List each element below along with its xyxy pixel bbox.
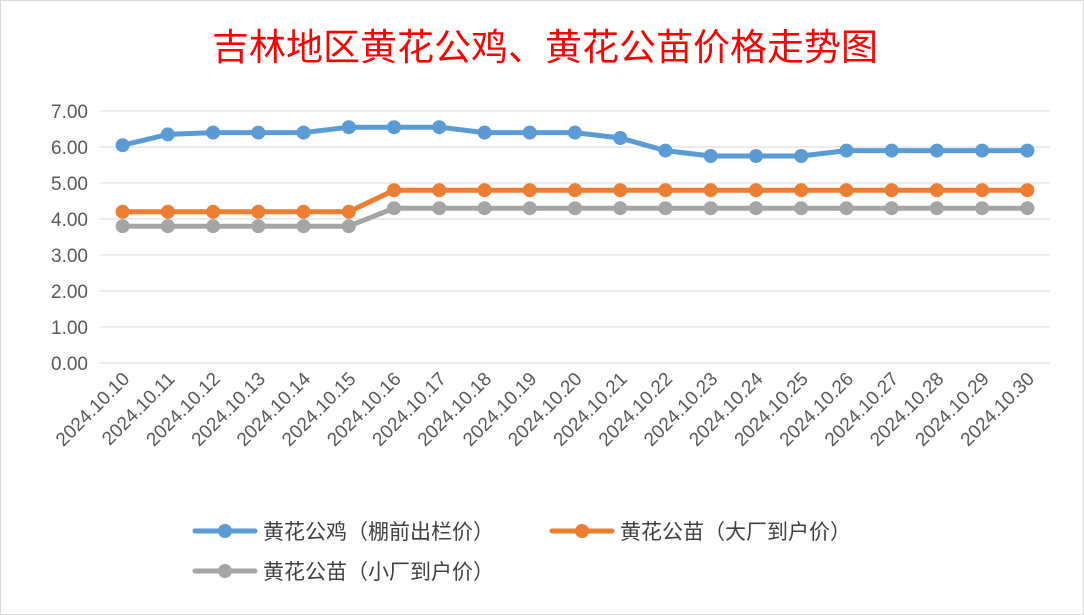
legend-item: 黄花公苗（小厂到户价） bbox=[192, 560, 494, 584]
data-point bbox=[794, 149, 809, 163]
legend-swatch-marker bbox=[218, 524, 232, 538]
data-point bbox=[929, 143, 944, 158]
data-point bbox=[206, 219, 221, 234]
data-point bbox=[884, 143, 899, 158]
legend-swatch-marker bbox=[218, 564, 232, 578]
data-point bbox=[160, 219, 175, 234]
y-tick-label: 1.00 bbox=[51, 318, 88, 339]
data-point bbox=[839, 183, 854, 198]
data-point bbox=[296, 219, 311, 234]
data-point bbox=[703, 183, 718, 198]
data-point bbox=[975, 201, 990, 216]
data-point bbox=[387, 120, 402, 135]
data-point bbox=[296, 125, 311, 140]
data-point bbox=[387, 201, 402, 216]
y-tick-label: 7.00 bbox=[51, 102, 88, 123]
legend: 黄花公鸡（棚前出栏价） 黄花公苗（大厂到户价） 黄花公苗（小厂到户价） bbox=[192, 520, 851, 584]
data-point bbox=[477, 125, 492, 140]
data-point bbox=[658, 183, 673, 198]
data-point bbox=[160, 127, 175, 142]
data-point bbox=[613, 183, 628, 198]
data-point bbox=[703, 149, 718, 163]
legend-item: 黄花公鸡（棚前出栏价） bbox=[192, 520, 494, 544]
data-point bbox=[296, 204, 311, 219]
data-point bbox=[1020, 183, 1035, 198]
data-point bbox=[884, 183, 899, 198]
data-point bbox=[432, 183, 447, 198]
data-point bbox=[251, 204, 266, 219]
data-point bbox=[658, 143, 673, 158]
y-tick-label: 5.00 bbox=[51, 174, 88, 195]
y-tick-label: 3.00 bbox=[51, 246, 88, 267]
chart-title: 吉林地区黄花公鸡、黄花公苗价格走势图 bbox=[212, 26, 878, 69]
data-point bbox=[477, 183, 492, 198]
y-tick-label: 0.00 bbox=[51, 354, 88, 375]
series-1 bbox=[115, 183, 1035, 219]
data-point bbox=[839, 201, 854, 216]
legend-label: 黄花公鸡（棚前出栏价） bbox=[263, 520, 494, 544]
data-point bbox=[522, 183, 537, 198]
y-tick-label: 2.00 bbox=[51, 282, 88, 303]
series-2 bbox=[115, 201, 1035, 234]
data-point bbox=[839, 143, 854, 158]
data-point bbox=[115, 219, 130, 234]
data-point bbox=[568, 201, 582, 216]
y-tick-label: 4.00 bbox=[51, 210, 88, 231]
data-point bbox=[206, 204, 221, 219]
data-point bbox=[477, 201, 492, 216]
data-point bbox=[613, 201, 628, 216]
x-axis-ticks: 2024.10.102024.10.112024.10.122024.10.13… bbox=[52, 368, 1039, 450]
data-point bbox=[160, 204, 175, 219]
series-0 bbox=[115, 120, 1035, 163]
data-point bbox=[794, 183, 809, 198]
data-point bbox=[522, 201, 537, 216]
data-point bbox=[613, 131, 628, 145]
legend-swatch-marker bbox=[575, 524, 589, 538]
data-point bbox=[115, 204, 130, 219]
data-point bbox=[568, 125, 582, 140]
data-point bbox=[794, 201, 809, 216]
legend-item: 黄花公苗（大厂到户价） bbox=[549, 520, 851, 544]
data-point bbox=[929, 201, 944, 216]
legend-label: 黄花公苗（小厂到户价） bbox=[263, 560, 494, 584]
data-point bbox=[341, 120, 356, 135]
data-point bbox=[748, 201, 763, 216]
data-point bbox=[432, 201, 447, 216]
data-point bbox=[341, 204, 356, 219]
y-tick-label: 6.00 bbox=[51, 138, 88, 159]
data-point bbox=[1020, 143, 1035, 158]
data-point bbox=[703, 201, 718, 216]
data-point bbox=[251, 125, 266, 140]
data-point bbox=[975, 183, 990, 198]
series-lines bbox=[115, 120, 1035, 234]
data-point bbox=[341, 219, 356, 234]
data-point bbox=[1020, 201, 1035, 216]
data-point bbox=[748, 149, 763, 163]
data-point bbox=[975, 143, 990, 158]
data-point bbox=[115, 138, 130, 153]
data-point bbox=[658, 201, 673, 216]
data-point bbox=[748, 183, 763, 198]
data-point bbox=[206, 125, 221, 140]
data-point bbox=[387, 183, 402, 198]
legend-label: 黄花公苗（大厂到户价） bbox=[620, 520, 851, 544]
data-point bbox=[251, 219, 266, 234]
y-axis-ticks: 0.00 1.00 2.00 3.00 4.00 5.00 6.00 7.00 bbox=[51, 102, 88, 375]
data-point bbox=[432, 120, 447, 135]
data-point bbox=[929, 183, 944, 198]
data-point bbox=[522, 125, 537, 140]
data-point bbox=[568, 183, 582, 198]
data-point bbox=[884, 201, 899, 216]
